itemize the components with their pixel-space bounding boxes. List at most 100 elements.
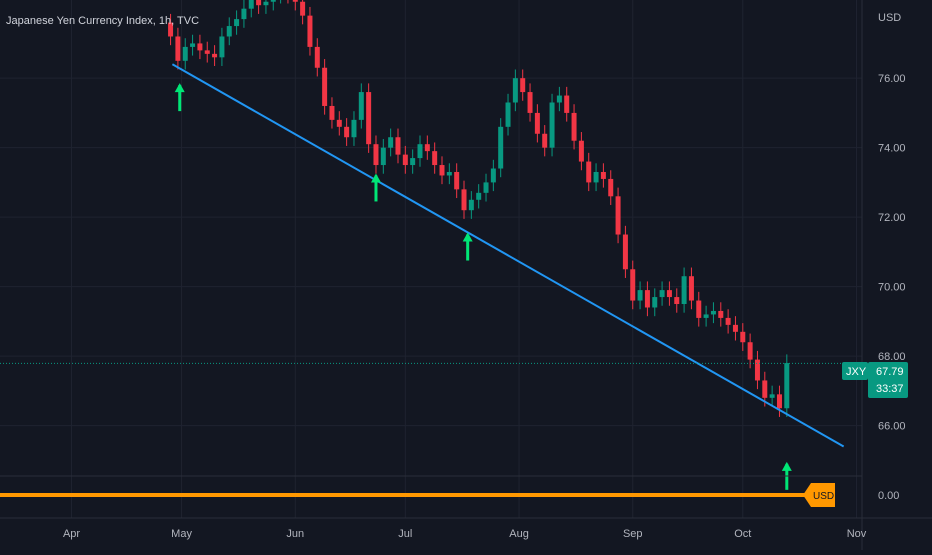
time-tick-label: Jun	[286, 528, 304, 540]
candle-body	[630, 269, 636, 301]
candle-body	[740, 331, 746, 343]
time-tick-label: May	[171, 528, 192, 540]
candle-body	[512, 78, 518, 103]
price-scale[interactable]: 76.00 74.00 72.00 70.00 68.00 66.00	[878, 73, 906, 432]
chart-title: Japanese Yen Currency Index, 1h, TVC	[6, 15, 199, 27]
candle-body	[168, 22, 174, 37]
candle-body	[703, 314, 709, 318]
currency-label: USD	[878, 12, 901, 24]
candle-body	[622, 234, 628, 270]
candle-body	[784, 363, 790, 409]
price-tick-label: 66.00	[878, 421, 906, 433]
candle-body	[762, 380, 768, 398]
time-tick-label: Sep	[623, 528, 643, 540]
candle-body	[197, 43, 203, 51]
candle-body	[674, 297, 680, 305]
candle-body	[725, 317, 731, 325]
candle-body	[329, 105, 335, 120]
candle-body	[476, 192, 482, 200]
candle-body	[542, 133, 548, 148]
candle-body	[300, 1, 306, 16]
candle-body	[395, 137, 401, 155]
candle-body	[454, 171, 460, 190]
candle-body	[263, 1, 269, 6]
candle-body	[578, 140, 584, 162]
candle-body	[520, 78, 526, 93]
candle-body	[226, 26, 232, 37]
candle-body	[241, 8, 247, 20]
candle-body	[483, 182, 489, 193]
candle-body	[564, 95, 570, 113]
candle-body	[270, 0, 276, 2]
candle-body	[534, 112, 540, 134]
indicator-currency: USD	[813, 491, 834, 502]
price-tick-label: 74.00	[878, 143, 906, 155]
candle-body	[549, 102, 555, 148]
last-price-tag	[868, 362, 908, 398]
candle-body	[358, 92, 364, 120]
candle-body	[204, 50, 210, 54]
candle-body	[696, 300, 702, 318]
candle-body	[468, 199, 474, 211]
candle-body	[182, 46, 188, 61]
candle-body	[498, 126, 504, 169]
candle-body	[424, 144, 430, 152]
time-tick-label: Nov	[847, 528, 867, 540]
candle-body	[637, 290, 643, 301]
candle-body	[292, 0, 298, 2]
candle-body	[461, 189, 467, 211]
time-tick-label: Oct	[734, 528, 751, 540]
signal-arrow-head	[174, 83, 185, 93]
signal-arrow-head	[781, 461, 792, 471]
price-badge[interactable]: JXY 67.79 33:37	[842, 362, 908, 398]
candle-body	[666, 290, 672, 298]
trendline[interactable]	[171, 63, 845, 448]
candle-body	[373, 144, 379, 166]
indicator-tag	[803, 483, 835, 507]
candle-body	[307, 15, 313, 47]
candle-body	[344, 126, 350, 138]
grid-lines	[0, 0, 862, 518]
indicator-badge[interactable]: USD	[803, 483, 835, 507]
candle-body	[175, 36, 181, 61]
candle-body	[234, 19, 240, 27]
candle-body	[556, 95, 562, 103]
time-tick-label: Apr	[63, 528, 80, 540]
candle-body	[593, 171, 599, 183]
signal-arrow-head	[462, 232, 473, 242]
candle-body	[322, 67, 328, 106]
candle-body	[608, 178, 614, 197]
candle-body	[688, 276, 694, 301]
candle-body	[505, 102, 511, 127]
candle-body	[747, 342, 753, 360]
candle-body	[571, 112, 577, 141]
candles-series	[168, 0, 790, 417]
candle-body	[490, 168, 496, 183]
candle-body	[212, 53, 218, 58]
candle-body	[754, 359, 760, 381]
candle-body	[380, 147, 386, 166]
candle-body	[219, 36, 225, 58]
candle-body	[256, 0, 262, 6]
time-tick-label: Jul	[398, 528, 412, 540]
symbol-tag	[842, 362, 868, 380]
candle-body	[417, 144, 423, 159]
candle-body	[432, 151, 438, 166]
candle-body	[190, 43, 196, 47]
time-scale[interactable]: Apr May Jun Jul Aug Sep Oct Nov	[63, 528, 867, 540]
candle-body	[314, 46, 320, 68]
candle-body	[248, 0, 254, 9]
candle-body	[586, 161, 592, 183]
price-tick-label: 70.00	[878, 282, 906, 294]
symbol-label: JXY	[846, 366, 867, 378]
candle-body	[366, 92, 372, 145]
last-price-value: 67.79	[876, 366, 904, 378]
candle-body	[446, 171, 452, 176]
candle-body	[732, 324, 738, 332]
candle-body	[776, 394, 782, 409]
candle-body	[439, 165, 445, 176]
candle-body	[769, 394, 775, 398]
